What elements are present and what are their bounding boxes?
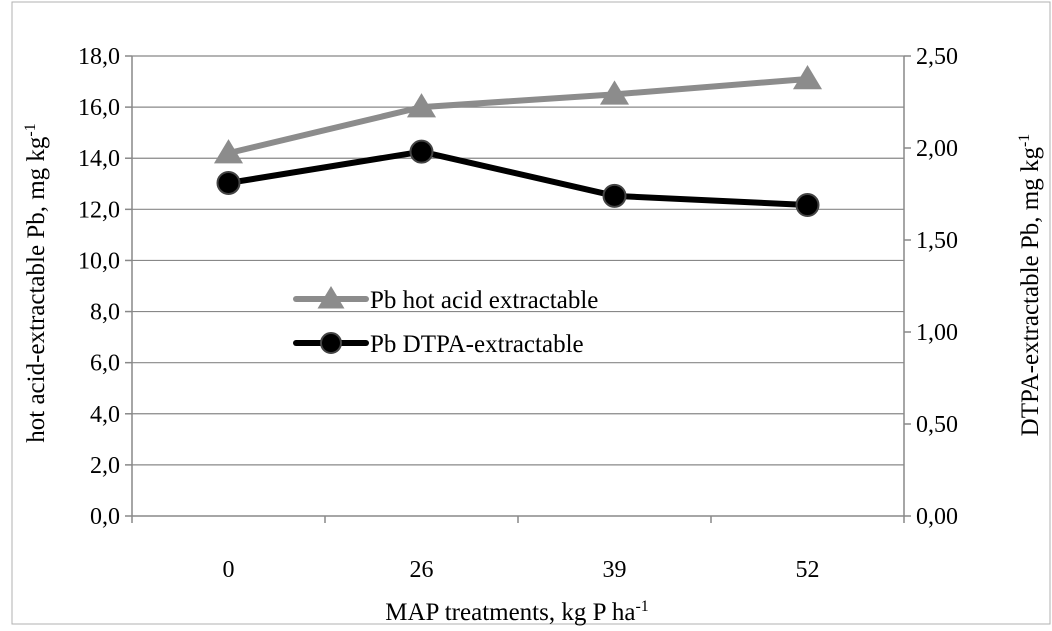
series-2-point [409,139,434,164]
series-1-point [406,93,437,118]
x-axis-title: MAP treatments, kg P ha-1 [385,598,649,626]
series-1-line [225,76,811,157]
x-axis-title-sup: -1 [635,598,648,615]
y-axis-right-title-sup: -1 [1016,134,1033,147]
y-right-tick-label: 0,50 [916,412,958,438]
legend-swatch-marker [317,286,345,309]
y-left-tick-label: 2,0 [90,453,120,479]
left-axis-ticks: 0,0 2,0 4,0 6,0 8,0 10,0 12,0 14,0 16,0 18,0 [78,44,132,530]
y-left-tick-label: 4,0 [90,402,120,428]
y-right-tick-label: 1,50 [916,228,958,254]
x-tick-label: 26 [410,557,434,583]
y-left-tick-label: 6,0 [90,351,120,377]
y-left-tick-label: 16,0 [78,95,120,121]
series-1-point [213,139,244,164]
x-tick-label: 39 [603,557,627,583]
y-right-tick-label: 1,00 [916,320,958,346]
series-2-point [602,183,627,208]
series-1-point [599,80,630,105]
legend-label: Pb DTPA-extractable [370,331,584,358]
series-2 [216,139,820,218]
y-left-tick-label: 8,0 [90,300,120,326]
y-axis-right-title-main: DTPA-extractable Pb, mg kg [1017,147,1044,437]
y-left-tick-label: 10,0 [78,248,120,274]
gridlines [132,55,904,466]
series-2-line [225,148,811,209]
legend-swatch-marker [320,332,342,354]
legend-item-1: Pb hot acid extractable [293,286,598,314]
y-axis-right-title: DTPA-extractable Pb, mg kg-1 [1016,134,1044,437]
x-tick-label: 52 [796,557,820,583]
legend: Pb hot acid extractable Pb DTPA-extractab… [293,286,598,358]
legend-item-2: Pb DTPA-extractable [293,331,584,358]
y-left-tick-label: 14,0 [78,146,120,172]
x-axis-title-main: MAP treatments, kg P ha [385,599,635,626]
y-left-tick-label: 0,0 [90,504,120,530]
y-left-tick-label: 18,0 [78,44,120,70]
legend-label: Pb hot acid extractable [370,287,598,314]
series-layer [213,65,823,218]
series-1 [213,65,823,164]
y-left-tick-label: 12,0 [78,197,120,223]
y-right-tick-label: 0,00 [916,504,958,530]
series-2-point [216,170,241,195]
x-axis-ticks: 0 26 39 52 [131,516,905,583]
y-axis-left-title-main: hot acid-extractable Pb, mg kg [23,136,50,443]
y-right-tick-label: 2,50 [916,44,958,70]
y-axis-left-title: hot acid-extractable Pb, mg kg-1 [22,123,50,442]
x-tick-label: 0 [223,557,235,583]
y-axis-left-title-sup: -1 [22,123,39,136]
chart-border [11,1,1051,625]
series-2-point [795,193,820,218]
y-right-tick-label: 2,00 [916,136,958,162]
series-1-point [792,65,823,90]
right-axis-ticks: 0,00 0,50 1,00 1,50 2,00 2,50 [904,44,958,530]
